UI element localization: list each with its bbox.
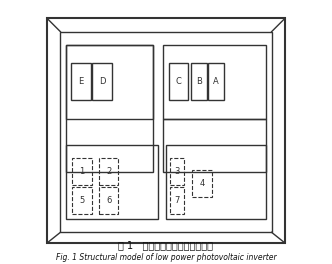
- Text: 4: 4: [200, 179, 205, 188]
- Text: 7: 7: [175, 196, 180, 205]
- Bar: [99, 158, 119, 185]
- Bar: [166, 145, 266, 219]
- Bar: [208, 63, 224, 100]
- Text: 1: 1: [80, 167, 85, 176]
- Bar: [169, 63, 189, 100]
- Text: E: E: [78, 77, 83, 86]
- Bar: [170, 158, 185, 185]
- Text: A: A: [213, 77, 219, 86]
- Bar: [60, 32, 272, 232]
- Bar: [66, 45, 153, 119]
- Text: 3: 3: [175, 167, 180, 176]
- Text: 图 1   小功率光伏逆变器结构模型: 图 1 小功率光伏逆变器结构模型: [119, 241, 213, 251]
- Bar: [191, 63, 207, 100]
- Bar: [72, 187, 92, 214]
- Bar: [92, 63, 112, 100]
- Bar: [163, 119, 266, 172]
- Text: 5: 5: [80, 196, 85, 205]
- Bar: [193, 170, 212, 197]
- Bar: [66, 45, 153, 172]
- Bar: [72, 158, 92, 185]
- Text: C: C: [176, 77, 182, 86]
- Text: B: B: [196, 77, 202, 86]
- Bar: [170, 187, 185, 214]
- Bar: [47, 18, 285, 243]
- Text: Fig. 1 Structural model of low power photovoltaic inverter: Fig. 1 Structural model of low power pho…: [56, 253, 276, 262]
- Text: D: D: [99, 77, 105, 86]
- Bar: [163, 45, 266, 119]
- Text: 6: 6: [106, 196, 111, 205]
- Bar: [99, 187, 119, 214]
- Text: 2: 2: [106, 167, 111, 176]
- Bar: [66, 145, 158, 219]
- Bar: [71, 63, 91, 100]
